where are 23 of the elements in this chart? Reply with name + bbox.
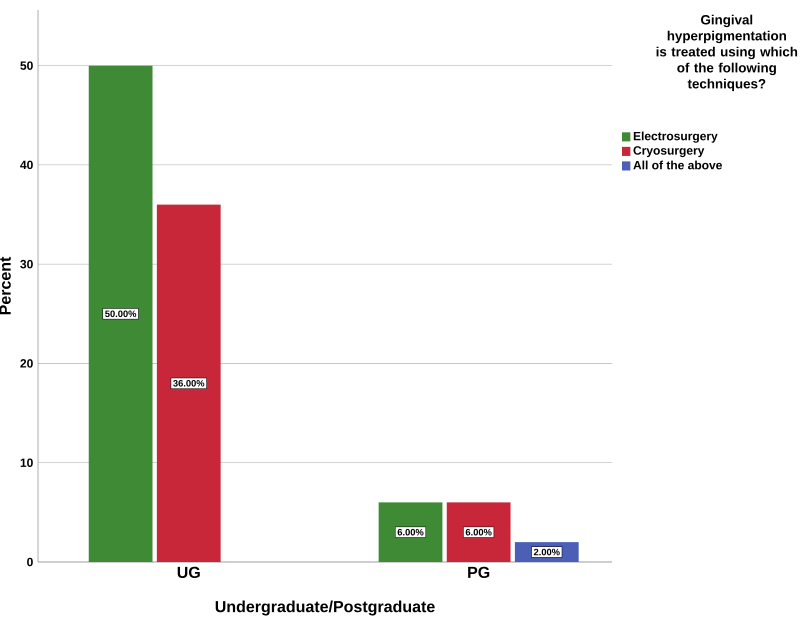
legend-label: All of the above [633,160,722,170]
y-tick-label: 30 [20,260,33,268]
data-label: 2.00% [534,548,560,556]
x-tick-label: UG [178,566,200,578]
data-label: 36.00% [173,380,204,387]
bar [156,204,221,562]
y-tick-label: 40 [20,160,33,170]
y-tick-label: 20 [20,359,33,368]
bar [446,502,511,562]
x-axis-title: Undergraduate/Postgraduate [216,600,435,616]
data-label: 6.00% [466,528,492,536]
y-tick-label: 10 [20,458,33,467]
x-tick-label: PG [468,566,490,578]
y-tick-label: 0 [27,558,33,566]
data-label: 6.00% [398,528,424,536]
y-axis-title: Percent [0,256,11,314]
legend-title: Gingival hyperpigmentation is treated using which of the following techniques? [656,14,798,92]
data-label: 50.00% [105,310,136,318]
y-tick-label: 50 [20,61,33,70]
bar [378,502,442,562]
bar [88,66,153,562]
legend-label: Cryosurgery [634,146,704,158]
legend-label: Electrosurgery [634,132,718,143]
